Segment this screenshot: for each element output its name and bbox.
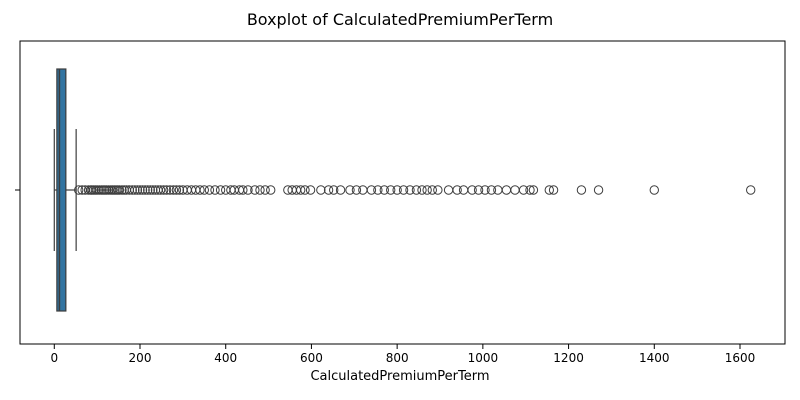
outlier-point bbox=[373, 185, 383, 195]
outlier-point bbox=[74, 185, 84, 195]
outlier-point bbox=[137, 185, 148, 195]
outlier-point bbox=[379, 185, 389, 195]
outlier-point bbox=[174, 185, 185, 195]
outlier-point bbox=[493, 185, 503, 195]
outlier-point bbox=[101, 185, 112, 195]
outlier-point bbox=[94, 185, 104, 195]
outlier-point bbox=[243, 185, 253, 195]
outlier-point bbox=[525, 185, 535, 195]
outlier-point bbox=[358, 185, 368, 195]
x-tick-label: 800 bbox=[386, 351, 409, 365]
outlier-point bbox=[323, 185, 334, 195]
outlier-point bbox=[135, 185, 145, 195]
chart-title: Boxplot of CalculatedPremiumPerTerm bbox=[246, 10, 554, 29]
outlier-point bbox=[316, 185, 326, 195]
outlier-point bbox=[544, 185, 554, 195]
outlier-point bbox=[114, 185, 125, 195]
outlier-point bbox=[467, 185, 477, 195]
outlier-point bbox=[296, 185, 306, 195]
outlier-point bbox=[422, 185, 432, 195]
outlier-point bbox=[130, 185, 140, 195]
outlier-point bbox=[510, 185, 520, 195]
outlier-point bbox=[266, 185, 276, 195]
outlier-point bbox=[221, 185, 231, 195]
outlier-point bbox=[458, 185, 469, 195]
outlier-point bbox=[204, 185, 215, 195]
x-tick-label: 600 bbox=[300, 351, 323, 365]
outlier-point bbox=[427, 185, 437, 195]
outlier-point bbox=[140, 185, 150, 195]
outlier-point bbox=[366, 185, 377, 195]
outlier-point bbox=[528, 185, 539, 195]
outlier-point bbox=[501, 185, 512, 195]
outlier-point bbox=[411, 185, 422, 195]
outlier-point bbox=[199, 185, 209, 195]
outlier-point bbox=[260, 185, 270, 195]
outlier-point bbox=[480, 185, 490, 195]
outlier-point bbox=[452, 185, 462, 195]
outlier-point bbox=[148, 185, 158, 195]
outlier-point bbox=[215, 185, 226, 195]
x-tick-label: 1400 bbox=[639, 351, 670, 365]
outlier-point bbox=[132, 185, 143, 195]
outlier-point bbox=[443, 185, 454, 195]
outlier-point bbox=[518, 185, 529, 195]
outlier-point bbox=[210, 185, 220, 195]
outlier-point bbox=[746, 185, 756, 195]
outlier-point bbox=[305, 185, 316, 195]
outlier-point bbox=[417, 185, 427, 195]
outlier-point bbox=[238, 185, 248, 195]
outlier-point bbox=[195, 185, 205, 195]
iqr-box bbox=[56, 68, 67, 312]
outlier-point bbox=[250, 185, 260, 195]
x-axis-ticks: 0 200 400 600 800 1000 1200 1400 1600 bbox=[50, 344, 755, 365]
plot-frame bbox=[19, 40, 786, 345]
outlier-point bbox=[165, 185, 175, 195]
outlier-point bbox=[171, 185, 182, 195]
outlier-point bbox=[649, 185, 659, 195]
x-tick-label: 1000 bbox=[468, 351, 499, 365]
outlier-point bbox=[392, 185, 402, 195]
outlier-point bbox=[104, 185, 114, 195]
outlier-point bbox=[143, 185, 153, 195]
outlier-point bbox=[386, 185, 396, 195]
outlier-point bbox=[155, 185, 166, 195]
outlier-point bbox=[473, 185, 484, 195]
outlier-point bbox=[593, 185, 604, 195]
outlier-point bbox=[300, 185, 310, 195]
outlier-point bbox=[117, 185, 127, 195]
outlier-point bbox=[145, 185, 155, 195]
outlier-point bbox=[576, 185, 587, 195]
x-tick-label: 400 bbox=[214, 351, 237, 365]
outlier-point bbox=[433, 185, 443, 195]
outlier-points bbox=[74, 185, 756, 195]
x-tick-label: 1600 bbox=[725, 351, 756, 365]
outlier-point bbox=[405, 185, 415, 195]
x-tick-label: 200 bbox=[129, 351, 152, 365]
outlier-point bbox=[335, 185, 346, 195]
outlier-point bbox=[345, 185, 355, 195]
outlier-point bbox=[548, 185, 559, 195]
outlier-point bbox=[158, 185, 169, 195]
outlier-point bbox=[486, 185, 497, 195]
outlier-point bbox=[168, 185, 179, 195]
outlier-point bbox=[255, 185, 265, 195]
x-tick-label: 0 bbox=[50, 351, 58, 365]
x-axis-label: CalculatedPremiumPerTerm bbox=[310, 369, 490, 384]
outlier-point bbox=[351, 185, 362, 195]
outlier-point bbox=[161, 185, 172, 195]
outlier-point bbox=[92, 185, 102, 195]
box-group bbox=[53, 68, 77, 312]
x-tick-label: 1200 bbox=[553, 351, 584, 365]
outlier-point bbox=[119, 185, 129, 195]
outlier-point bbox=[329, 185, 339, 195]
outlier-point bbox=[398, 185, 409, 195]
outlier-point bbox=[127, 185, 137, 195]
